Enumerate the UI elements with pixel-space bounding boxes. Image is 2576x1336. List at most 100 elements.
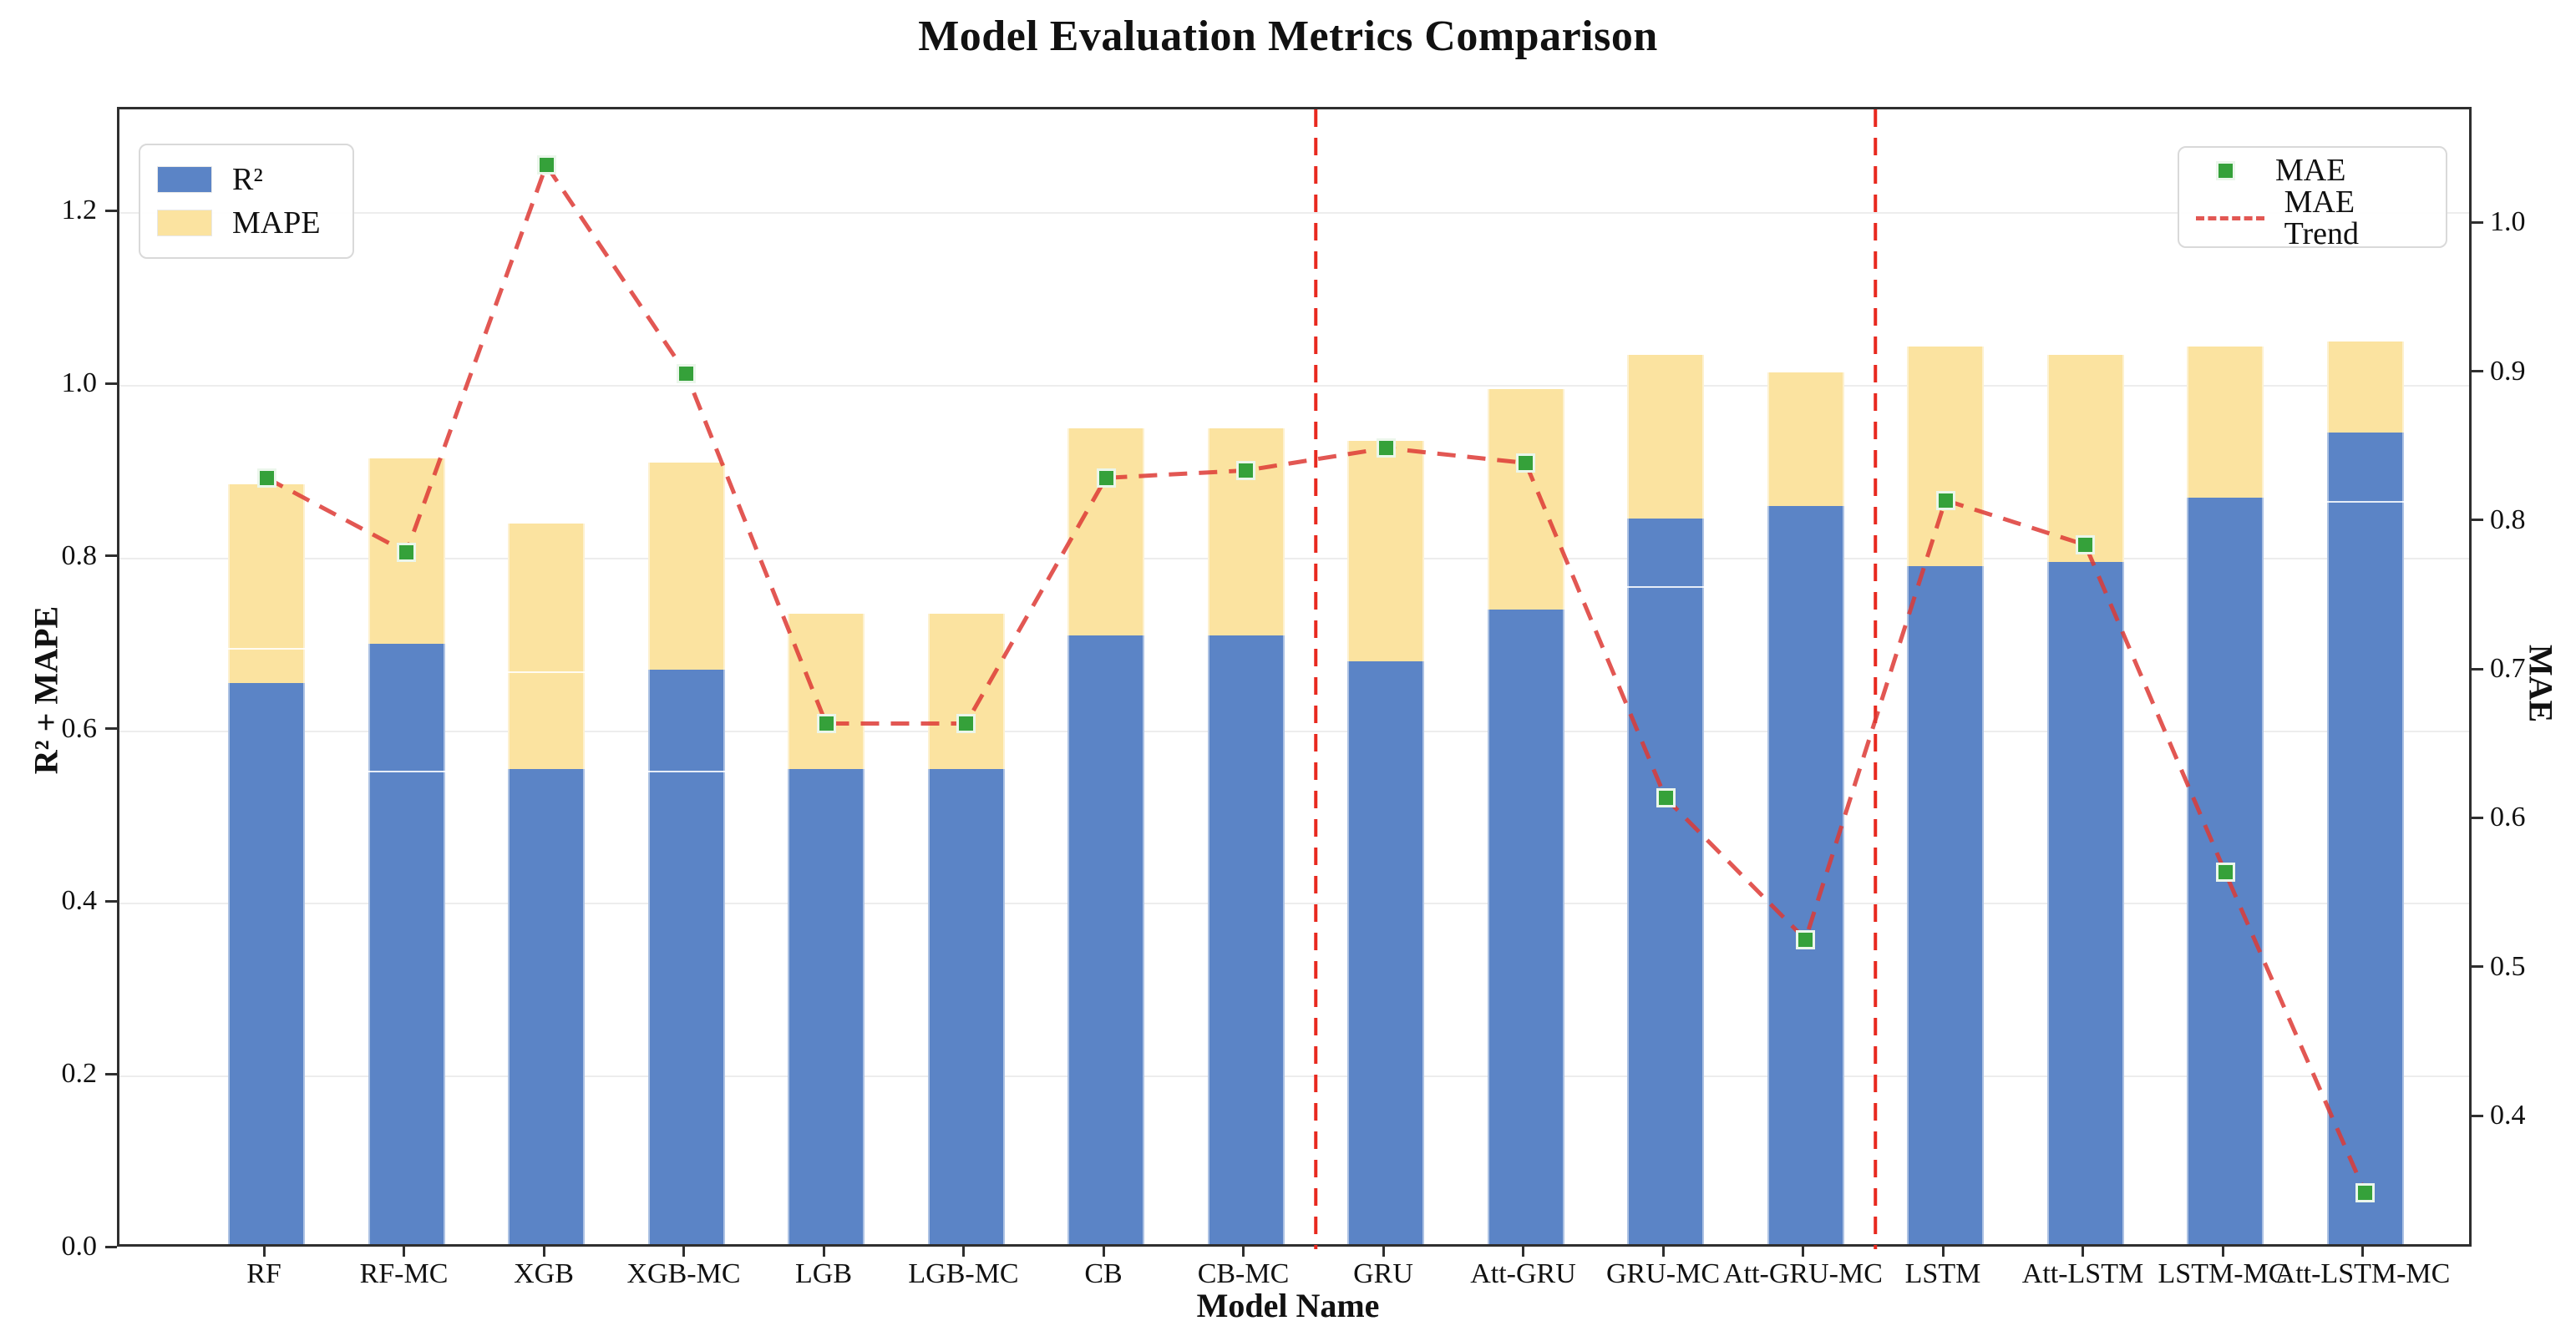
x-axis-tick xyxy=(403,1247,405,1257)
legend-item-label: R² xyxy=(232,162,263,197)
mae-marker-LGB-MC xyxy=(956,714,976,733)
left-axis-tick-label: 1.0 xyxy=(61,367,98,398)
x-axis-tick xyxy=(542,1247,545,1257)
gridline xyxy=(119,557,2469,559)
bar-mape-segment-GRU-MC xyxy=(1627,355,1704,519)
x-axis-tick xyxy=(1802,1247,1804,1257)
x-axis-tick xyxy=(1661,1247,1665,1257)
bar-r2-segment-XGB xyxy=(508,769,585,1244)
x-tick-label-Att-GRU-MC: Att-GRU-MC xyxy=(1723,1258,1883,1289)
x-tick-label-CB: CB xyxy=(1084,1258,1123,1289)
bar-mape-segment-Att-LSTM-MC xyxy=(2326,342,2404,433)
mae-marker-RF xyxy=(256,468,276,488)
legend-item-mae: MAE xyxy=(2196,154,2429,186)
x-tick-label-XGB: XGB xyxy=(514,1258,574,1289)
right-axis-tick xyxy=(2472,519,2483,522)
mae-marker-Att-GRU xyxy=(1516,453,1535,473)
x-tick-label-GRU-MC: GRU-MC xyxy=(1605,1258,1721,1289)
mae-marker-XGB-MC xyxy=(677,364,696,383)
x-tick-label-LGB-MC: LGB-MC xyxy=(908,1258,1019,1289)
right-axis-tick-label: 0.8 xyxy=(2490,504,2526,535)
right-axis-tick xyxy=(2472,220,2483,224)
bar-r2-segment-LSTM xyxy=(1907,566,1984,1244)
bar-mape-segment-LGB-MC xyxy=(927,614,1005,770)
mae-marker-LSTM xyxy=(1935,490,1955,510)
mae-marker-GRU xyxy=(1376,438,1396,458)
left-axis-tick-label: 0.6 xyxy=(61,712,98,744)
left-axis-tick xyxy=(105,727,117,731)
bar-artifact-line xyxy=(647,771,725,773)
left-axis-tick-label: 0.8 xyxy=(61,539,98,571)
left-axis-tick xyxy=(105,554,117,558)
bar-mape-segment-XGB xyxy=(508,523,585,770)
bar-r2-segment-RF-MC xyxy=(368,644,445,1244)
left-axis-tick xyxy=(105,1072,117,1075)
bar-r2-segment-RF xyxy=(228,682,305,1244)
x-tick-label-XGB-MC: XGB-MC xyxy=(626,1258,741,1289)
mae-marker-CB-MC xyxy=(1236,460,1255,480)
x-tick-label-LSTM: LSTM xyxy=(1904,1258,1981,1289)
bar-r2-segment-LGB-MC xyxy=(927,769,1005,1244)
legend-item-r2: R² xyxy=(157,164,336,195)
trend-and-separators-layer xyxy=(265,109,2367,1249)
bar-artifact-line xyxy=(2326,500,2404,503)
right-axis-tick xyxy=(2472,965,2483,969)
bar-r2-segment-Att-LSTM-MC xyxy=(2326,433,2404,1244)
mae-trend-line xyxy=(265,160,2367,1194)
legend-mae: MAE MAE Trend xyxy=(2178,146,2447,250)
chart-title: Model Evaluation Metrics Comparison xyxy=(918,13,1658,60)
x-tick-label-Att-LSTM-MC: Att-LSTM-MC xyxy=(2274,1258,2451,1289)
right-axis-tick-label: 0.9 xyxy=(2490,355,2526,387)
gridline xyxy=(119,385,2469,387)
bar-artifact-line xyxy=(508,671,585,674)
x-axis-label: Model Name xyxy=(1196,1287,1380,1324)
legend-item-label: MAPE xyxy=(232,205,321,240)
bar-mape-segment-LGB xyxy=(788,614,865,770)
bar-r2-segment-XGB-MC xyxy=(647,670,725,1244)
x-axis-tick xyxy=(822,1247,825,1257)
bar-mape-segment-GRU xyxy=(1347,441,1424,662)
x-axis-tick xyxy=(962,1247,965,1257)
x-tick-label-Att-LSTM: Att-LSTM xyxy=(2021,1258,2144,1289)
left-axis-tick xyxy=(105,899,117,903)
x-axis-tick xyxy=(2361,1247,2364,1257)
bar-mape-segment-XGB-MC xyxy=(647,463,725,671)
gridline xyxy=(119,903,2469,905)
right-axis-tick-label: 1.0 xyxy=(2490,206,2526,238)
left-axis-tick xyxy=(105,209,117,212)
r2-color-swatch xyxy=(157,166,212,193)
mae-marker-LGB xyxy=(816,714,836,733)
x-axis-tick xyxy=(682,1247,685,1257)
x-tick-label-RF: RF xyxy=(246,1258,281,1289)
x-axis-tick xyxy=(1522,1247,1524,1257)
bar-artifact-line xyxy=(1627,585,1704,588)
mae-marker-XGB xyxy=(536,155,556,175)
bar-mape-segment-Att-GRU-MC xyxy=(1767,372,1844,506)
legend-item-label: MAE xyxy=(2275,153,2346,188)
mape-color-swatch xyxy=(157,210,212,236)
right-axis-tick xyxy=(2472,667,2483,671)
bar-r2-segment-CB xyxy=(1067,635,1144,1244)
right-axis-tick xyxy=(2472,1114,2483,1117)
gridline xyxy=(119,1075,2469,1078)
x-axis-tick xyxy=(262,1247,266,1257)
legend-item-mae-trend: MAE Trend xyxy=(2196,186,2429,250)
right-axis-tick-label: 0.4 xyxy=(2490,1100,2526,1131)
bar-artifact-line xyxy=(368,771,445,773)
bar-r2-segment-CB-MC xyxy=(1207,635,1285,1244)
left-axis-tick-label: 0.0 xyxy=(61,1231,98,1262)
x-axis-tick xyxy=(2082,1247,2084,1257)
bar-r2-segment-Att-GRU-MC xyxy=(1767,505,1844,1244)
plot-area xyxy=(117,107,2472,1249)
mae-marker-icon xyxy=(2216,160,2235,180)
bar-r2-segment-Att-LSTM xyxy=(2046,562,2124,1244)
x-tick-label-CB-MC: CB-MC xyxy=(1197,1258,1290,1289)
bar-mape-segment-LSTM-MC xyxy=(2187,346,2264,498)
gridline xyxy=(119,212,2469,215)
x-axis-tick xyxy=(1941,1247,1945,1257)
right-axis-tick-label: 0.5 xyxy=(2490,950,2526,982)
gridline xyxy=(119,730,2469,732)
bar-mape-segment-CB xyxy=(1067,428,1144,636)
mae-marker-Att-LSTM-MC xyxy=(2355,1182,2375,1202)
